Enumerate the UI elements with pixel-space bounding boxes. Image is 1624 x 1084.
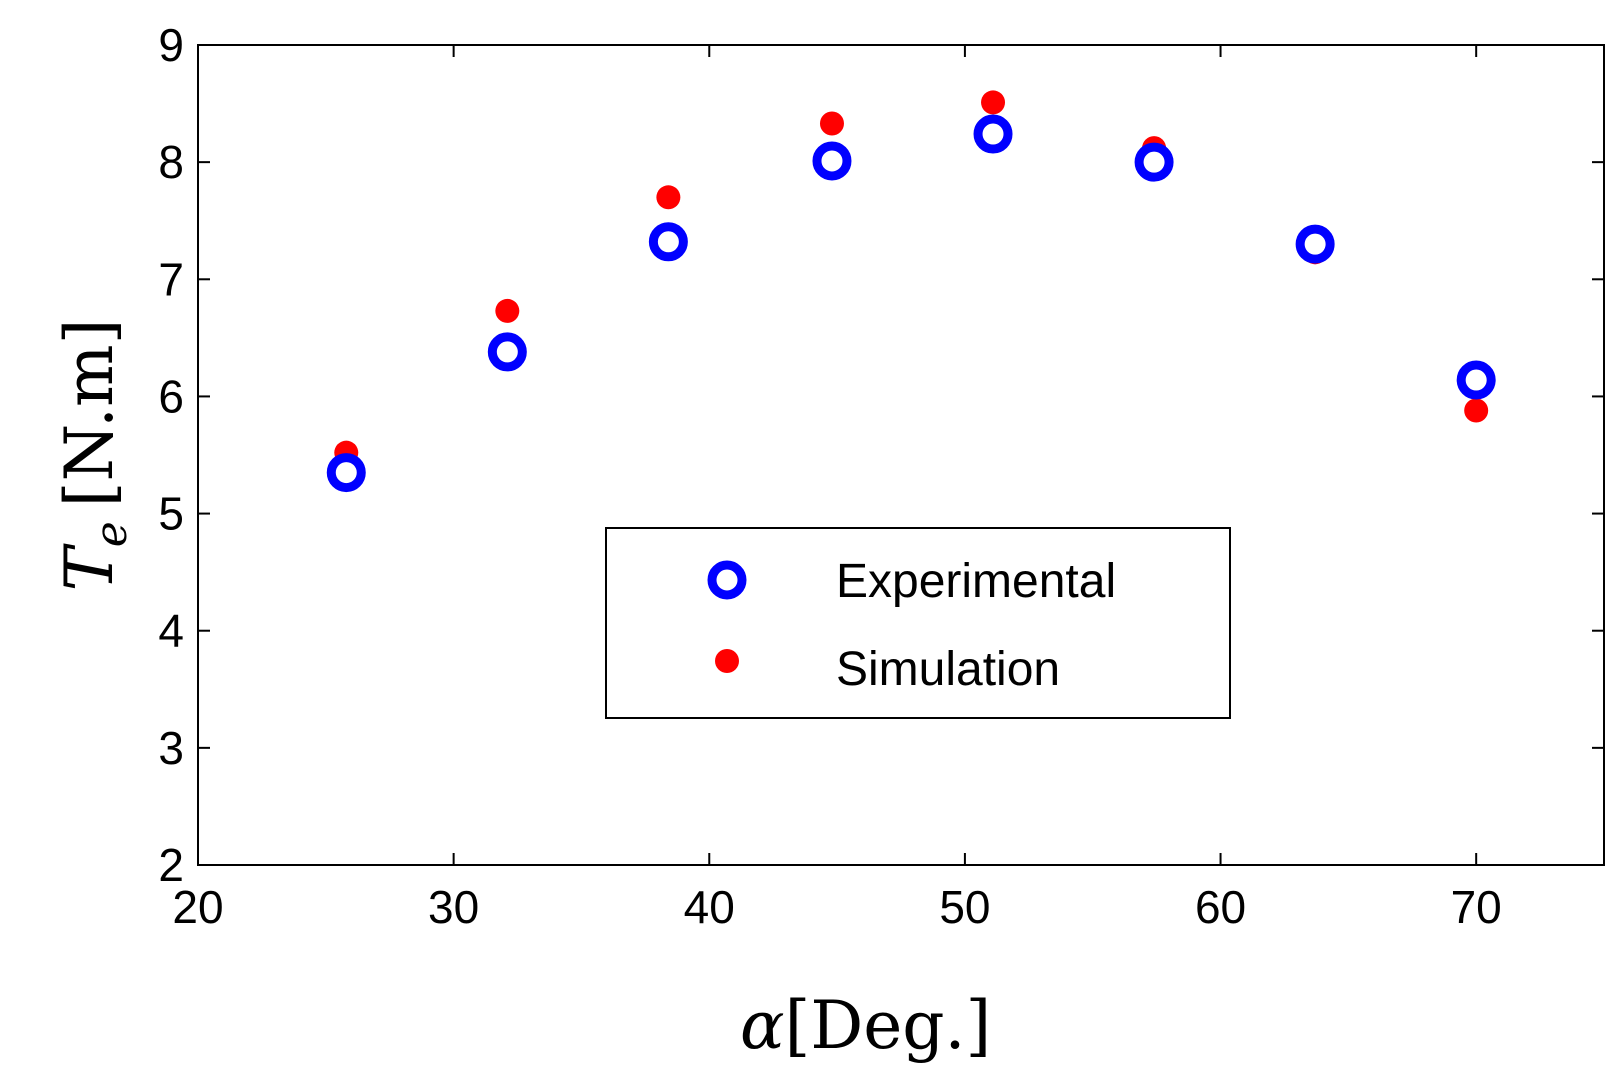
data-points: [326, 90, 1496, 493]
x-tick-label: 30: [428, 881, 479, 933]
point-experimental-5: [1134, 142, 1174, 182]
y-axis-subscript: e: [86, 521, 137, 547]
plot-area: [197, 44, 1605, 866]
y-tick-label: 2: [158, 839, 184, 891]
legend-box: [605, 527, 1231, 719]
point-experimental-0: [326, 453, 366, 493]
x-tick-label: 20: [172, 881, 223, 933]
point-experimental-4: [973, 114, 1013, 154]
point-experimental-1: [487, 332, 527, 372]
point-simulation-3: [819, 111, 844, 136]
legend: Experimental Simulation: [605, 527, 1231, 719]
y-tick-label: 7: [158, 253, 184, 305]
y-tick-label: 5: [158, 488, 184, 540]
point-experimental-2: [648, 222, 688, 262]
y-tick-label: 8: [158, 136, 184, 188]
point-simulation-7: [1464, 398, 1489, 423]
legend-marker-experimental: [707, 560, 747, 600]
point-simulation-2: [656, 185, 681, 210]
point-experimental-7: [1456, 360, 1496, 400]
x-axis-label: α[Deg.]: [740, 987, 991, 1064]
y-tick-label: 4: [158, 605, 184, 657]
y-tick-label: 3: [158, 722, 184, 774]
x-tick-label: 50: [939, 881, 990, 933]
x-axis-symbol: α: [740, 987, 785, 1064]
x-tick-label: 70: [1451, 881, 1502, 933]
y-axis-symbol: T: [51, 542, 128, 591]
legend-label-simulation: Simulation: [836, 643, 1060, 696]
x-tick-label: 60: [1195, 881, 1246, 933]
x-axis-unit: [Deg.]: [785, 987, 992, 1064]
y-axis-label: Te [N.m]: [51, 319, 137, 592]
point-experimental-3: [812, 141, 852, 181]
legend-marker-simulation: [715, 649, 739, 673]
x-tick-label: 40: [684, 881, 735, 933]
y-axis-unit: [N.m]: [51, 319, 128, 508]
y-tick-label: 9: [158, 19, 184, 71]
point-simulation-4: [981, 90, 1006, 115]
point-experimental-6: [1295, 224, 1335, 264]
axis-ticks: [197, 44, 1604, 866]
legend-label-experimental: Experimental: [836, 555, 1116, 608]
point-simulation-1: [495, 298, 520, 323]
y-tick-label: 6: [158, 370, 184, 422]
tick-labels: 20 30 40 50 60 70 2 3 4 5 6 7 8 9: [158, 19, 1501, 933]
